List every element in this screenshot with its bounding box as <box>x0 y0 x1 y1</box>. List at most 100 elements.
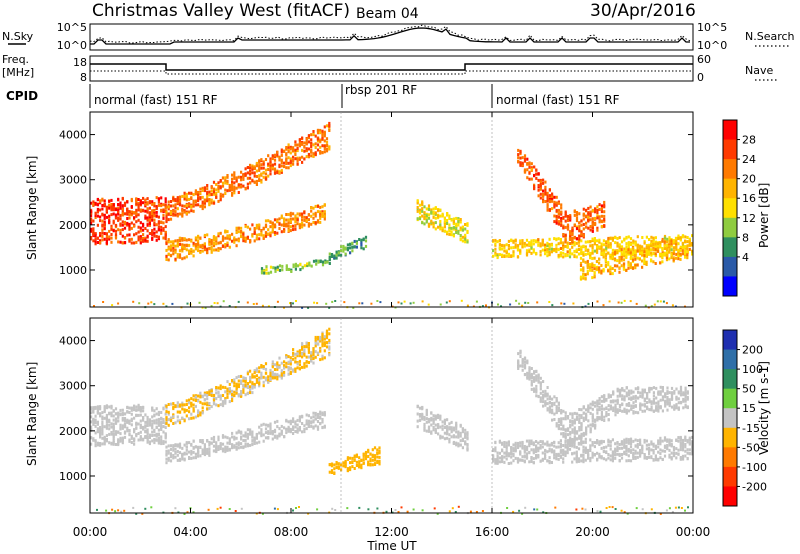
range-cell <box>457 217 460 221</box>
range-cell <box>562 457 565 461</box>
range-cell <box>224 245 227 249</box>
range-cell <box>292 417 295 421</box>
range-cell <box>251 381 254 385</box>
range-cell <box>378 449 381 453</box>
range-cell <box>575 216 579 220</box>
range-cell <box>188 441 191 445</box>
range-cell <box>622 262 626 266</box>
range-cell <box>625 444 628 448</box>
range-cell <box>321 133 324 137</box>
range-cell <box>551 195 554 198</box>
range-cell <box>452 217 455 221</box>
range-cell <box>203 201 206 205</box>
range-cell <box>568 255 572 259</box>
range-cell <box>114 229 118 233</box>
range-cell <box>262 234 265 238</box>
range-cell <box>199 196 202 200</box>
range-cell <box>96 203 99 207</box>
range-cell <box>328 147 331 151</box>
range-cell <box>262 422 265 426</box>
range-cell <box>346 243 349 247</box>
range-cell <box>441 420 444 424</box>
range-cell <box>210 193 213 197</box>
range-cell <box>580 442 583 446</box>
range-cell <box>301 306 304 309</box>
range-cell <box>582 251 585 255</box>
range-cell <box>525 439 529 443</box>
range-cell <box>582 253 585 257</box>
range-cell <box>283 306 285 309</box>
range-cell <box>555 216 558 220</box>
range-cell <box>146 210 149 214</box>
range-cell <box>593 271 596 275</box>
range-cell <box>169 200 173 203</box>
range-cell <box>625 242 628 246</box>
range-cell <box>162 216 165 220</box>
range-cell <box>137 201 140 205</box>
range-cell <box>609 458 612 462</box>
range-cell <box>296 146 299 150</box>
range-cell <box>271 157 274 161</box>
range-cell <box>668 257 671 261</box>
range-cell <box>582 458 585 462</box>
range-cell <box>307 136 310 140</box>
range-cell <box>292 224 295 228</box>
range-cell <box>555 214 558 218</box>
range-cell <box>208 200 211 204</box>
range-cell <box>194 238 197 242</box>
range-cell <box>305 419 308 423</box>
range-cell <box>310 264 313 268</box>
range-cell <box>242 434 245 438</box>
range-cell <box>235 186 238 190</box>
range-cell <box>226 179 229 183</box>
range-cell <box>321 132 324 136</box>
range-cell <box>501 457 504 461</box>
range-cell <box>101 228 104 232</box>
range-cell <box>160 225 163 229</box>
range-cell <box>178 255 182 259</box>
range-cell <box>123 236 127 240</box>
range-cell <box>103 220 106 224</box>
range-cell <box>258 237 261 241</box>
range-cell <box>544 243 547 247</box>
range-cell <box>287 366 290 369</box>
range-cell <box>677 237 680 240</box>
range-cell <box>521 458 524 462</box>
range-cell <box>629 445 633 449</box>
range-cell <box>321 354 324 358</box>
range-cell <box>544 456 547 460</box>
range-cell <box>221 449 225 453</box>
range-cell <box>530 457 533 461</box>
range-cell <box>269 234 272 238</box>
range-cell <box>530 439 533 443</box>
range-cell <box>316 210 320 214</box>
range-cell <box>219 185 222 189</box>
range-cell <box>557 208 560 212</box>
range-cell <box>580 239 583 243</box>
range-cell <box>224 398 227 402</box>
range-cell <box>421 417 424 421</box>
range-cell <box>240 437 243 441</box>
range-cell <box>305 345 308 349</box>
range-cell <box>589 449 592 452</box>
range-cell <box>577 442 581 445</box>
nave-tick-top: 60 <box>697 53 711 66</box>
range-cell <box>206 233 209 237</box>
range-cell <box>253 166 256 170</box>
range-cell <box>587 206 590 210</box>
range-cell <box>146 440 149 444</box>
range-cell <box>162 442 165 445</box>
range-cell <box>566 227 570 231</box>
range-cell <box>523 159 527 163</box>
range-cell <box>591 276 594 280</box>
range-cell <box>176 458 179 462</box>
range-cell <box>271 370 274 374</box>
range-cell <box>376 455 379 459</box>
range-cell <box>167 205 170 209</box>
range-cell <box>99 443 102 447</box>
range-cell <box>244 431 247 435</box>
range-cell <box>563 302 566 305</box>
range-cell <box>165 410 168 414</box>
range-cell <box>110 431 113 434</box>
range-cell <box>446 427 449 431</box>
